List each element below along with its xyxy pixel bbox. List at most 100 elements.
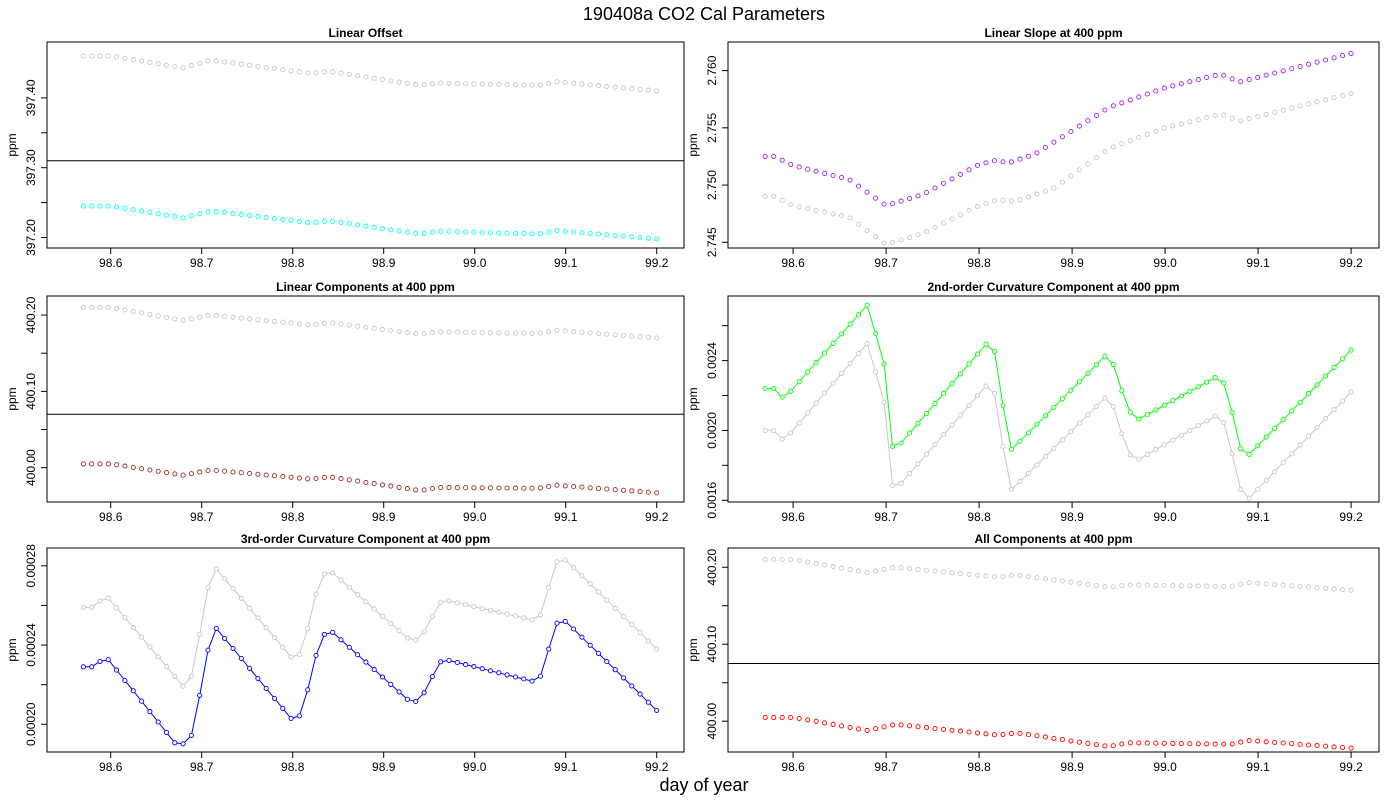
data-point	[847, 724, 853, 730]
data-point	[898, 198, 904, 204]
data-point	[974, 203, 981, 210]
data-point	[1255, 738, 1261, 744]
data-point	[805, 559, 811, 565]
data-point	[521, 676, 527, 682]
data-point	[873, 726, 879, 732]
data-point	[130, 464, 136, 470]
data-point	[1170, 398, 1176, 404]
x-tick-label: 98.7	[874, 256, 898, 270]
data-point	[396, 79, 402, 85]
data-point	[579, 81, 585, 87]
data-point	[788, 201, 794, 208]
data-point	[813, 561, 819, 567]
data-point	[1000, 731, 1006, 737]
y-tick-label: 2.760	[705, 55, 719, 85]
data-point	[521, 330, 527, 336]
data-point	[915, 232, 921, 238]
data-point	[907, 430, 913, 436]
data-point	[80, 304, 86, 310]
data-point	[205, 313, 211, 319]
data-point	[1008, 486, 1014, 493]
data-point	[321, 631, 327, 637]
data-point	[504, 82, 510, 88]
data-point	[620, 85, 627, 91]
data-point	[595, 589, 602, 595]
data-point	[404, 635, 410, 641]
data-point	[255, 675, 261, 681]
data-point	[438, 228, 444, 234]
data-point	[346, 644, 352, 650]
data-point	[89, 304, 95, 310]
data-point	[1076, 379, 1082, 385]
data-point	[172, 63, 178, 69]
data-point	[321, 69, 327, 75]
data-point	[247, 316, 253, 322]
data-point	[805, 717, 811, 723]
data-point	[1212, 741, 1218, 747]
x-tick-label: 99.2	[1339, 760, 1363, 774]
data-point	[305, 219, 311, 226]
y-tick-label: 397.30	[24, 149, 38, 186]
data-point	[288, 68, 294, 74]
data-point	[321, 474, 327, 480]
data-point	[762, 193, 768, 200]
data-point	[830, 172, 836, 179]
data-point	[512, 613, 519, 619]
data-point	[379, 674, 386, 680]
data-point	[654, 236, 660, 242]
data-point	[923, 228, 930, 235]
data-point	[864, 570, 870, 576]
data-point	[1153, 407, 1159, 413]
data-point	[1306, 61, 1312, 67]
data-point	[1221, 583, 1227, 589]
x-tick-label: 98.8	[281, 760, 305, 774]
data-point	[1306, 742, 1312, 748]
data-point	[147, 467, 153, 473]
data-point	[396, 689, 402, 695]
data-point	[247, 470, 253, 477]
data-point	[620, 487, 627, 493]
data-point	[1297, 63, 1303, 70]
data-point	[645, 638, 651, 644]
data-point	[554, 559, 560, 565]
x-tick-label: 99.1	[1246, 510, 1270, 524]
data-point	[830, 340, 836, 346]
data-point	[1119, 431, 1125, 437]
data-point	[1348, 347, 1354, 353]
data-point	[1204, 418, 1210, 424]
data-point	[1119, 583, 1125, 589]
data-point	[305, 322, 311, 328]
data-point	[487, 607, 494, 613]
data-point	[974, 393, 981, 399]
data-point	[89, 53, 95, 59]
data-point	[471, 229, 477, 235]
data-point	[881, 201, 887, 207]
data-point	[130, 624, 136, 631]
data-point	[1187, 583, 1193, 589]
data-point	[1008, 198, 1014, 204]
data-point	[330, 570, 336, 576]
data-point	[1246, 495, 1252, 501]
data-point	[1246, 580, 1252, 586]
data-point	[1272, 425, 1278, 431]
data-point	[421, 487, 427, 493]
data-point	[554, 228, 560, 234]
data-point	[637, 630, 643, 636]
data-point	[620, 332, 627, 338]
data-point	[881, 240, 887, 246]
series-line	[83, 559, 658, 687]
data-point	[779, 197, 785, 203]
data-point	[571, 565, 577, 571]
data-point	[1238, 79, 1244, 85]
data-point	[97, 304, 103, 310]
plot-frame	[727, 547, 1380, 753]
data-point	[796, 204, 802, 210]
data-point	[446, 598, 452, 604]
series-1	[762, 90, 1354, 246]
y-tick-label: 2.755	[705, 112, 719, 142]
data-point	[496, 330, 502, 336]
data-point	[80, 461, 86, 467]
data-point	[991, 198, 998, 204]
data-point	[213, 58, 219, 64]
data-point	[1068, 387, 1074, 393]
